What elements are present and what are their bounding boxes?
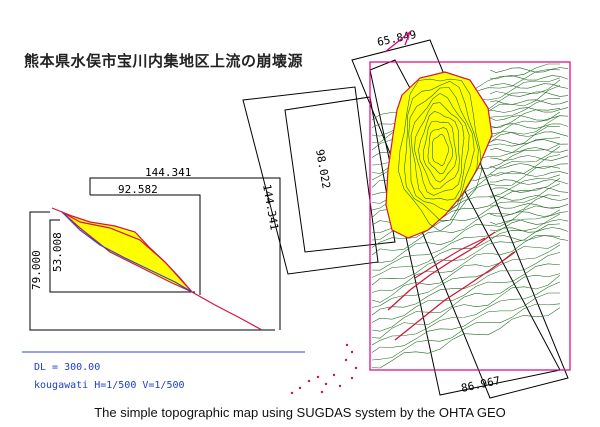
contour-line (410, 92, 470, 201)
survey-point (298, 386, 302, 390)
contour-line (418, 110, 460, 190)
contour-line (489, 163, 569, 169)
label-rotated-inner: 98.022 (313, 148, 333, 189)
cross-section: 144.341 92.582 79.000 53.008 (22, 166, 305, 353)
label-inner-width: 92.582 (118, 183, 158, 196)
contour-line (489, 123, 569, 129)
contour-line (371, 213, 561, 278)
contour-line (489, 155, 569, 161)
slide-mass (61, 211, 193, 293)
survey-point (345, 343, 349, 347)
runoff-line-3 (414, 237, 486, 279)
original-ground-line (61, 211, 193, 293)
contour-line (489, 203, 569, 209)
contour-line (371, 194, 561, 256)
contour-line (371, 273, 561, 332)
contour-line (489, 107, 569, 113)
contour-line (431, 134, 449, 166)
contour-line (489, 171, 569, 177)
topographic-map (369, 61, 571, 371)
contour-line (489, 99, 569, 105)
survey-point (307, 379, 311, 383)
contour-line (371, 223, 561, 286)
rotated-frame-tall (351, 39, 569, 399)
contour-line (404, 80, 479, 221)
survey-point (324, 382, 328, 386)
contour-line (371, 241, 561, 303)
contour-line (371, 209, 561, 271)
survey-point (316, 375, 320, 379)
contour-line (427, 127, 453, 175)
survey-point (350, 350, 354, 354)
contour-line (414, 102, 465, 196)
contour-line (489, 75, 569, 81)
runoff-line-1 (387, 231, 496, 311)
caption: The simple topographic map using SUGDAS … (94, 405, 506, 420)
scale-label: kougawati H=1/500 V=1/500 (34, 380, 185, 391)
contour-line (371, 205, 561, 263)
contour-line (371, 235, 561, 293)
label-bottom: 86.967 (460, 374, 502, 395)
contour-line (489, 187, 569, 193)
runoff-line-2 (394, 251, 516, 341)
contour-line (398, 78, 482, 232)
contour-line (371, 263, 561, 323)
label-top-width: 144.341 (145, 166, 191, 179)
dimension-top-width (89, 177, 281, 330)
map-title: 熊本県水俣市宝川内集地区上流の崩壊源 (24, 52, 304, 70)
survey-point (338, 384, 342, 388)
contour-line (371, 274, 561, 339)
survey-point (332, 373, 336, 377)
survey-point (354, 366, 358, 370)
label-left-height: 79.000 (30, 250, 43, 290)
contour-line (489, 227, 569, 233)
slope-surface-line (51, 207, 263, 331)
rotated-frame-outer (242, 86, 379, 275)
contour-line (371, 292, 560, 353)
contour-line (489, 219, 569, 225)
survey-point (320, 390, 324, 394)
contour-line (489, 91, 569, 97)
contour-line (371, 252, 561, 316)
rotated-frame-inner (284, 96, 396, 253)
dimension-inner-width (90, 194, 201, 295)
survey-point (290, 391, 294, 395)
contour-line (489, 131, 569, 137)
label-rotated-width: 144.341 (260, 183, 281, 231)
contour-line (371, 244, 561, 308)
contour-line (489, 115, 569, 121)
dimension-inner-height (49, 219, 195, 293)
survey-point (344, 358, 348, 362)
contour-line (371, 303, 561, 361)
contour-overlay (398, 78, 482, 232)
contour-line (489, 67, 569, 73)
map-frame (369, 61, 571, 371)
contour-line (489, 179, 569, 185)
contour-line (489, 139, 569, 145)
datum-label: DL = 300.00 (34, 362, 101, 373)
contour-line (489, 195, 569, 201)
contour-line (422, 120, 457, 183)
contour-line (489, 147, 569, 153)
contour-line (371, 183, 561, 248)
label-top: 65.849 (376, 28, 418, 49)
contour-line (489, 83, 569, 89)
contour-line (408, 87, 475, 212)
survey-point (350, 376, 354, 380)
contour-line (489, 211, 569, 217)
scattered-points (290, 343, 358, 395)
north-arrow (384, 29, 412, 53)
dimension-left-height (29, 211, 275, 331)
label-inner-height: 53.008 (51, 232, 64, 272)
contour-line (489, 235, 569, 241)
contour-line (371, 307, 561, 369)
